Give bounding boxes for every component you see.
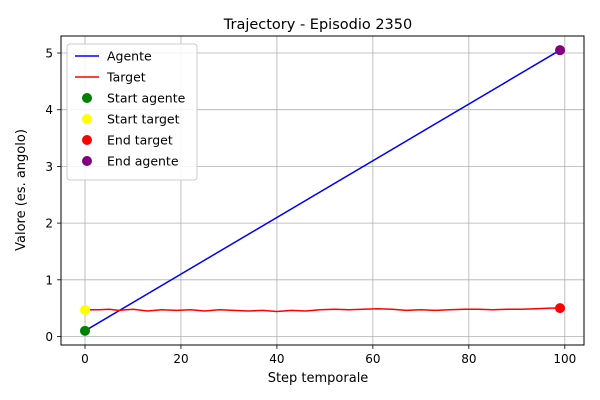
point-end-target <box>555 303 566 314</box>
y-tick-label: 0 <box>45 330 53 344</box>
axes-frame <box>60 35 585 346</box>
legend-box <box>66 43 198 181</box>
x-axis: 0 20 40 60 80 100 <box>81 345 576 366</box>
legend-label: Start agente <box>107 91 186 106</box>
chart-title: Trajectory - Episodio 2350 <box>223 17 412 33</box>
series-line-agente <box>84 49 561 332</box>
y-axis-label: Valore (es. angolo) <box>14 129 29 251</box>
x-tick-label: 40 <box>269 352 284 366</box>
legend-swatch <box>82 114 92 124</box>
x-tick-label: 0 <box>81 352 89 366</box>
y-axis: 0 1 2 3 4 5 <box>45 47 61 344</box>
point-end-agente <box>555 45 566 56</box>
grid <box>61 36 584 345</box>
y-tick-label: 5 <box>45 47 53 61</box>
x-tick-label: 60 <box>365 352 380 366</box>
legend-label: Start target <box>107 112 180 127</box>
legend: Agente Target Start agente Start target End … <box>66 43 198 181</box>
point-start-target <box>79 304 90 315</box>
x-tick-label: 100 <box>553 352 576 366</box>
x-tick-label: 20 <box>173 352 188 366</box>
y-tick-label: 2 <box>45 217 53 231</box>
series-line-target <box>85 307 560 313</box>
legend-label: End target <box>107 133 173 148</box>
legend-label: Target <box>106 70 146 85</box>
legend-label: End agente <box>107 154 179 169</box>
y-tick-label: 3 <box>45 160 53 174</box>
legend-swatch <box>82 93 92 103</box>
x-tick-label: 80 <box>461 352 476 366</box>
plot-area <box>79 45 566 336</box>
x-axis-label: Step temporale <box>268 371 369 386</box>
legend-swatch <box>82 156 92 166</box>
point-start-agente <box>79 325 90 336</box>
legend-swatch <box>82 135 92 145</box>
y-tick-label: 1 <box>45 273 53 287</box>
legend-label: Agente <box>107 49 152 64</box>
y-tick-label: 4 <box>45 103 53 117</box>
